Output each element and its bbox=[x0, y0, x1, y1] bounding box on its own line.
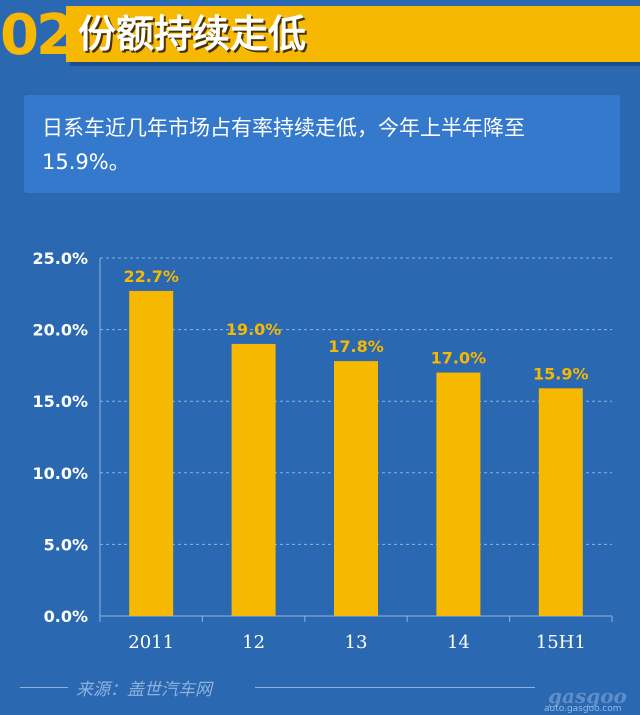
bar bbox=[129, 290, 174, 616]
y-tick-label: 25.0% bbox=[32, 249, 88, 268]
x-tick-label: 12 bbox=[242, 632, 265, 653]
bar-chart: 0.0% 5.0% 10.0% 15.0% 20.0% 25.0% 22.7% 2011 19.… bbox=[32, 249, 613, 653]
title-banner bbox=[66, 6, 640, 62]
section-header: 02 份额持续走低 bbox=[0, 0, 640, 78]
x-tick-label: 14 bbox=[447, 632, 470, 653]
footer-divider-left bbox=[20, 687, 68, 688]
y-tick-label: 0.0% bbox=[44, 607, 88, 626]
x-tick-label: 2011 bbox=[128, 632, 174, 653]
y-tick-label: 20.0% bbox=[32, 321, 88, 340]
section-title: 份额持续走低 bbox=[78, 12, 307, 56]
bar bbox=[436, 372, 481, 616]
logo-wordmark: gasgoo bbox=[548, 684, 627, 708]
y-tick-label: 15.0% bbox=[32, 392, 88, 411]
banner-shadow bbox=[70, 62, 640, 66]
y-tick-label: 10.0% bbox=[32, 464, 88, 483]
gasgoo-logo: gasgoo auto.gasgoo.com bbox=[540, 672, 636, 714]
data-label: 17.0% bbox=[431, 349, 487, 368]
logo-url: auto.gasgoo.com bbox=[544, 704, 622, 714]
data-label: 22.7% bbox=[123, 267, 179, 286]
data-label: 15.9% bbox=[533, 364, 589, 383]
y-tick-label: 5.0% bbox=[44, 535, 88, 554]
x-tick-label: 15H1 bbox=[536, 632, 586, 653]
data-label: 19.0% bbox=[226, 320, 282, 339]
footer-divider-right bbox=[255, 687, 535, 688]
x-tick-label: 13 bbox=[345, 632, 368, 653]
info-box: 日系车近几年市场占有率持续走低，今年上半年降至15.9%。 bbox=[24, 95, 620, 193]
bar bbox=[538, 388, 583, 616]
info-text: 日系车近几年市场占有率持续走低，今年上半年降至15.9%。 bbox=[42, 116, 525, 174]
data-label: 17.8% bbox=[328, 337, 384, 356]
section-number: 02 bbox=[0, 3, 75, 68]
source-text: 来源：盖世汽车网 bbox=[76, 680, 212, 700]
bar bbox=[231, 343, 276, 616]
bar bbox=[334, 361, 378, 616]
